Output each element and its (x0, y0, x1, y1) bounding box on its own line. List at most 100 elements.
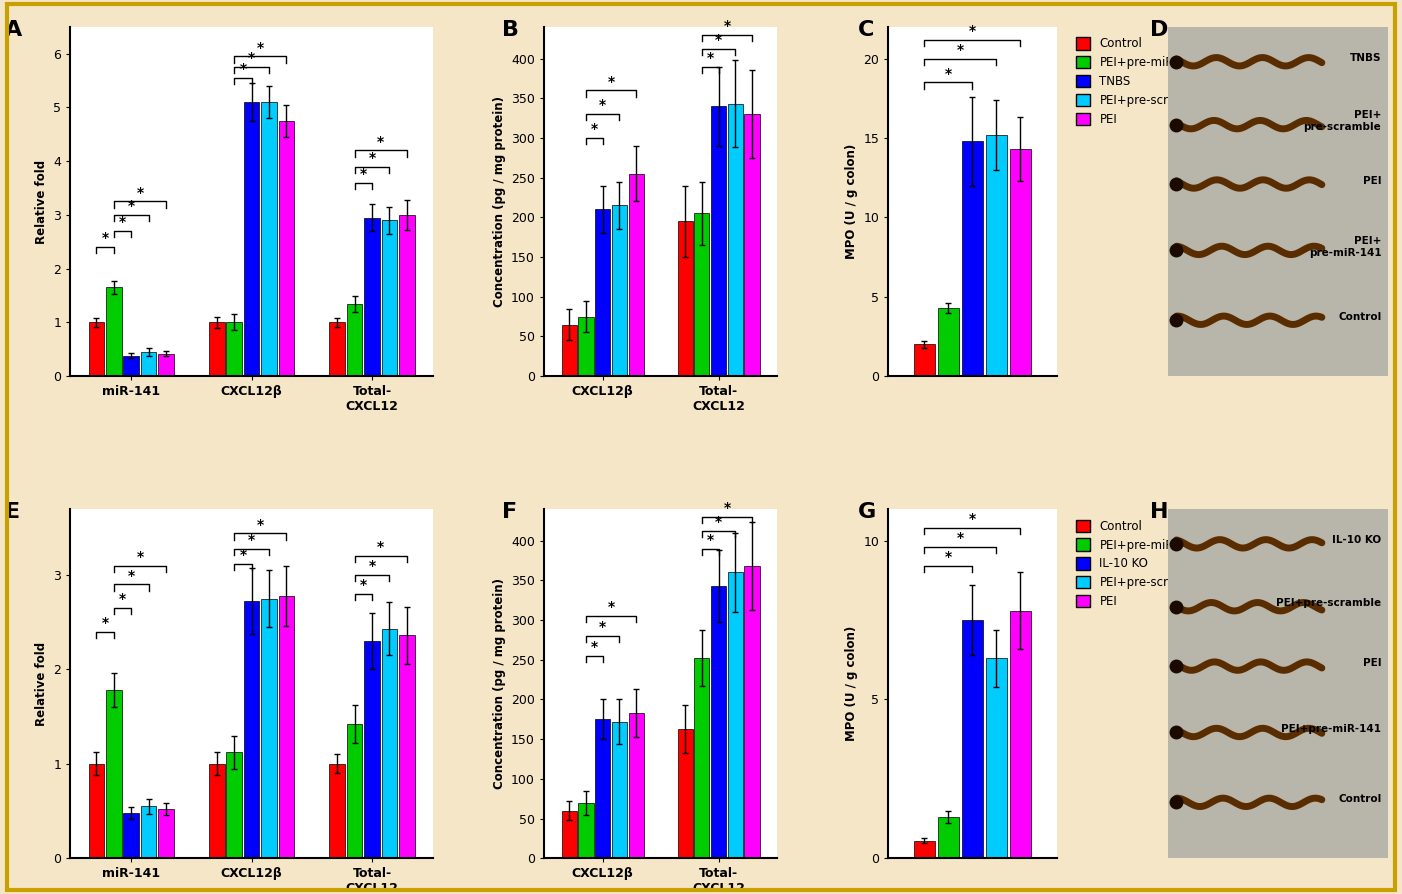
Text: E: E (4, 502, 20, 522)
Text: *: * (945, 551, 952, 564)
Bar (611, 721, 627, 858)
Text: Control: Control (1338, 794, 1381, 804)
Bar (158, 354, 174, 376)
Text: *: * (248, 51, 255, 65)
Text: *: * (377, 135, 384, 148)
Bar (226, 753, 243, 858)
Y-axis label: MPO (U / g colon): MPO (U / g colon) (845, 626, 858, 741)
Text: *: * (119, 593, 126, 606)
Bar (962, 620, 983, 858)
Text: PEI+pre-miR-141: PEI+pre-miR-141 (1281, 724, 1381, 734)
Bar (914, 840, 935, 858)
Text: H: H (1150, 502, 1168, 522)
Bar (711, 586, 726, 858)
Bar (744, 566, 760, 858)
Bar (123, 356, 139, 376)
Bar (158, 809, 174, 858)
Text: *: * (715, 515, 722, 529)
Bar (279, 595, 294, 858)
Bar (694, 214, 709, 376)
Bar (596, 209, 610, 376)
Bar (986, 135, 1007, 376)
Bar (1009, 611, 1032, 858)
Text: *: * (248, 533, 255, 547)
Bar (562, 811, 576, 858)
Bar (209, 323, 224, 376)
Text: *: * (257, 518, 264, 532)
Text: *: * (101, 616, 109, 630)
Text: *: * (715, 33, 722, 47)
Bar (579, 803, 593, 858)
Text: *: * (958, 531, 965, 545)
Bar (938, 308, 959, 376)
Bar (365, 641, 380, 858)
Text: *: * (599, 98, 606, 113)
Text: *: * (369, 560, 376, 573)
Text: *: * (360, 167, 367, 181)
Text: *: * (257, 40, 264, 55)
Text: PEI: PEI (1363, 658, 1381, 668)
Text: *: * (101, 232, 109, 246)
Bar (140, 806, 157, 858)
Text: *: * (590, 122, 597, 136)
Bar (711, 106, 726, 376)
Text: IL-10 KO: IL-10 KO (1332, 536, 1381, 545)
Bar (244, 102, 259, 376)
Bar (365, 217, 380, 376)
Text: PEI+
pre-miR-141: PEI+ pre-miR-141 (1308, 236, 1381, 257)
Bar (107, 690, 122, 858)
Bar (381, 220, 397, 376)
Bar (107, 288, 122, 376)
Text: *: * (958, 43, 965, 57)
Bar (140, 352, 157, 376)
Y-axis label: Concentration (pg / mg protein): Concentration (pg / mg protein) (492, 96, 506, 307)
Bar (209, 763, 224, 858)
Bar (329, 763, 345, 858)
Text: B: B (502, 20, 519, 40)
Text: *: * (945, 67, 952, 80)
Bar (329, 323, 345, 376)
Text: A: A (4, 20, 22, 40)
Text: *: * (128, 569, 135, 583)
Text: *: * (128, 199, 135, 213)
Text: *: * (607, 601, 614, 614)
Bar (596, 720, 610, 858)
Bar (400, 215, 415, 376)
Bar (914, 344, 935, 376)
Bar (346, 724, 363, 858)
Text: PEI: PEI (1363, 175, 1381, 186)
Bar (261, 102, 276, 376)
Y-axis label: Concentration (pg / mg protein): Concentration (pg / mg protein) (492, 578, 506, 789)
Bar (381, 628, 397, 858)
Text: *: * (607, 74, 614, 89)
Bar (744, 114, 760, 376)
Text: *: * (377, 540, 384, 554)
Text: *: * (723, 19, 730, 33)
Text: TNBS: TNBS (1350, 54, 1381, 63)
Text: *: * (240, 548, 247, 562)
Text: *: * (723, 502, 730, 515)
Bar (962, 141, 983, 376)
Y-axis label: Relative fold: Relative fold (35, 642, 48, 726)
Bar (677, 222, 693, 376)
Bar (1009, 149, 1032, 376)
Bar (346, 304, 363, 376)
Text: C: C (858, 20, 875, 40)
Text: *: * (707, 51, 714, 64)
Text: *: * (369, 151, 376, 164)
Bar (244, 602, 259, 858)
Text: *: * (360, 578, 367, 592)
Bar (728, 104, 743, 376)
Text: *: * (136, 550, 143, 564)
Y-axis label: Relative fold: Relative fold (35, 159, 48, 243)
Text: D: D (1150, 20, 1168, 40)
Bar (123, 813, 139, 858)
Text: *: * (969, 512, 976, 527)
Legend: Control, PEI+pre-miR-141, IL-10 KO, PEI+pre-scramble, PEI: Control, PEI+pre-miR-141, IL-10 KO, PEI+… (1071, 515, 1210, 613)
Bar (400, 636, 415, 858)
Bar (562, 325, 576, 376)
Text: PEI+
pre-scramble: PEI+ pre-scramble (1304, 110, 1381, 132)
Bar (88, 323, 104, 376)
Bar (88, 763, 104, 858)
Bar (694, 658, 709, 858)
